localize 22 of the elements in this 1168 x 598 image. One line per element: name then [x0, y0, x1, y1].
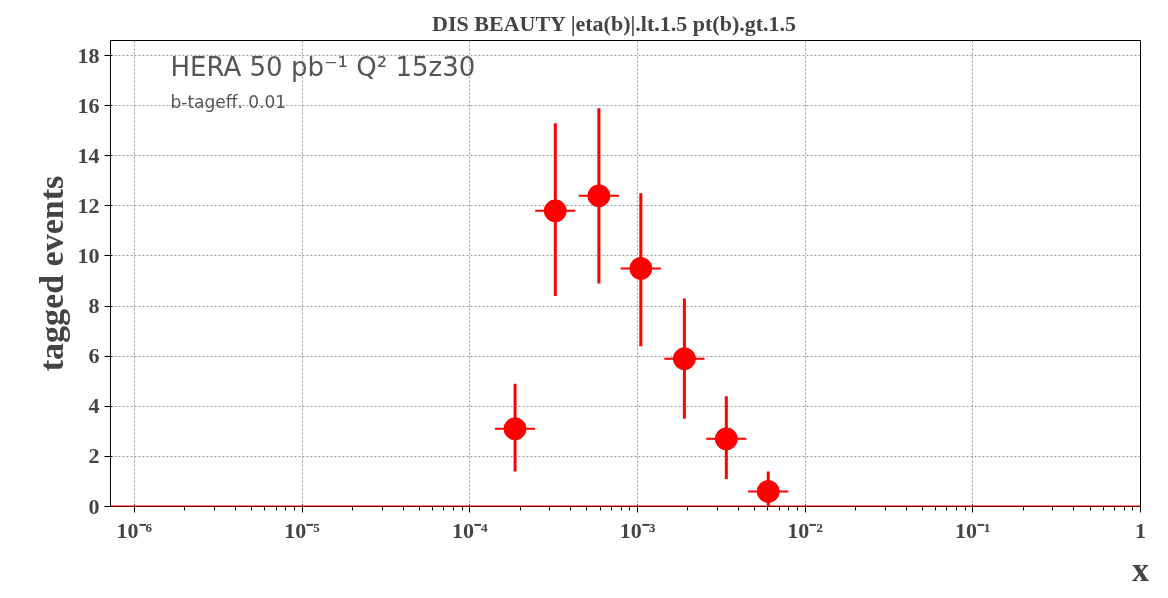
y-tick-label: 12: [77, 192, 100, 218]
y-tick-label: 16: [77, 92, 100, 118]
y-tick-label: 8: [88, 293, 100, 319]
x-axis-title: x: [1132, 550, 1149, 588]
y-tick-label: 6: [88, 343, 100, 369]
annotation: HERA 50 pb⁻¹ Q² 15z30: [170, 51, 476, 82]
x-tick-label: 10⁻¹: [955, 517, 991, 543]
y-tick-label: 18: [77, 42, 100, 68]
y-tick-label: 10: [77, 242, 100, 268]
x-tick-label: 10⁻³: [619, 517, 656, 543]
chart-title: DIS BEAUTY |eta(b)|.lt.1.5 pt(b).gt.1.5: [432, 10, 797, 36]
x-tick-label: 10⁻⁶: [116, 517, 153, 543]
annotation: b-tageff. 0.01: [170, 91, 287, 112]
y-tick-label: 14: [77, 142, 100, 168]
y-tick-label: 2: [88, 443, 100, 469]
y-axis-title: tagged events: [32, 175, 70, 372]
y-tick-label: 4: [88, 393, 100, 419]
x-tick-label: 10⁻²: [787, 517, 824, 543]
x-tick-label: 1: [1135, 517, 1146, 543]
x-tick-label: 10⁻⁴: [451, 517, 488, 543]
x-tick-label: 10⁻⁵: [284, 517, 321, 543]
y-tick-label: 0: [88, 493, 100, 519]
